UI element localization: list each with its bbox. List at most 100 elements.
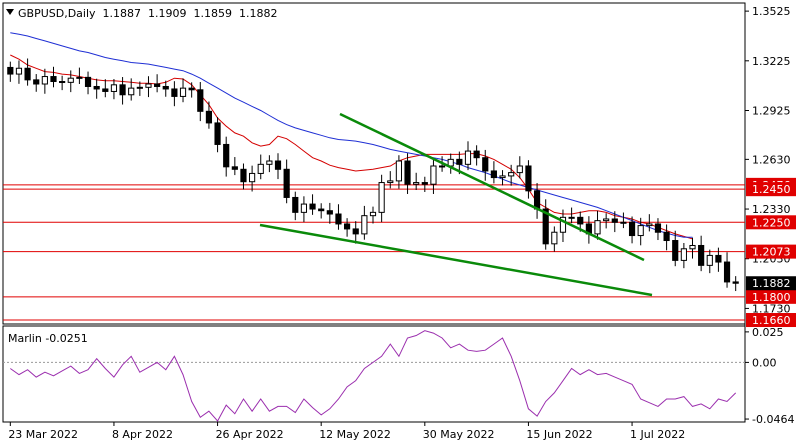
candle-body — [568, 216, 575, 219]
time-axis-layer: 23 Mar 2022 8 Apr 2022 26 Apr 2022 12 May 2… — [8, 422, 685, 441]
candle-body — [240, 168, 247, 183]
candle — [551, 226, 558, 252]
time-tick-label: 26 Apr 2022 — [216, 428, 284, 441]
candle — [723, 252, 731, 288]
candle — [257, 154, 264, 180]
candle-body — [257, 163, 264, 174]
indicator-tick-label: 0.025 — [752, 326, 784, 339]
candle — [568, 207, 575, 224]
candle-body — [119, 84, 126, 96]
price-tick-label: 1.1730 — [752, 302, 791, 315]
time-tick-label: 30 May 2022 — [423, 428, 495, 441]
candle-body — [67, 77, 74, 83]
candle-body — [516, 165, 523, 174]
candle — [300, 196, 308, 223]
candle — [292, 191, 299, 221]
level-label: 1.2073 — [752, 246, 791, 259]
moving-average-line — [10, 54, 693, 240]
candle — [266, 155, 273, 173]
candle-body — [162, 85, 169, 90]
candle-body — [335, 213, 342, 225]
candle — [335, 204, 342, 230]
candle — [646, 214, 653, 232]
level-label: 1.1660 — [752, 314, 791, 327]
candle — [318, 203, 325, 219]
candle — [663, 224, 670, 251]
price-tick-label: 1.2330 — [752, 203, 791, 216]
level-label: 1.1800 — [752, 291, 791, 304]
candle-body — [15, 67, 23, 75]
candle-body — [603, 218, 610, 222]
level-label-box — [746, 215, 796, 230]
level-label-box — [746, 313, 796, 328]
candle-body — [387, 180, 394, 184]
candle-body — [344, 223, 351, 230]
candle — [413, 172, 420, 191]
candle-body — [214, 122, 221, 145]
candle — [119, 77, 126, 105]
dropdown-triangle-icon[interactable] — [6, 9, 14, 15]
candle-body — [145, 83, 152, 88]
candle — [128, 78, 135, 101]
candle-body — [318, 208, 325, 212]
level-label-box — [746, 289, 796, 304]
candle — [490, 161, 497, 184]
channel-lines-layer — [259, 112, 653, 297]
candle-body — [413, 182, 420, 185]
candle-body — [136, 86, 143, 89]
candle-body — [551, 231, 558, 245]
candle-body — [482, 157, 489, 172]
candle — [654, 218, 662, 241]
candle — [249, 165, 256, 192]
candle-body — [309, 203, 316, 210]
candle-body — [93, 85, 100, 90]
candle-body — [508, 172, 515, 177]
candle-body — [533, 190, 541, 210]
candle — [33, 74, 40, 92]
candle — [421, 176, 428, 192]
candle — [361, 205, 368, 240]
lower-channel-line — [259, 223, 653, 297]
candle-body — [352, 228, 359, 235]
time-tick-label: 8 Apr 2022 — [112, 428, 173, 441]
candle — [240, 163, 247, 190]
candle-body — [110, 84, 118, 92]
price-tick-label: 1.3525 — [752, 5, 791, 18]
candle — [67, 70, 74, 93]
candle-body — [369, 211, 377, 217]
time-tick-label: 23 Mar 2022 — [8, 428, 78, 441]
current-price-label: 1.1882 — [752, 277, 791, 290]
candle — [464, 141, 472, 171]
candle — [672, 230, 679, 267]
candle-body — [464, 150, 472, 165]
candle-body — [300, 203, 308, 213]
candle — [473, 145, 480, 166]
candle — [93, 78, 100, 99]
candle-body — [559, 216, 567, 233]
candle-body — [24, 67, 31, 81]
candle-body — [76, 76, 83, 79]
candle — [344, 218, 351, 237]
level-label-box — [746, 244, 796, 259]
candle — [84, 71, 92, 95]
level-label: 1.2450 — [752, 183, 791, 196]
time-tick-label: 12 May 2022 — [319, 428, 391, 441]
moving-average-line — [10, 32, 693, 238]
candle-body — [663, 231, 670, 242]
indicator-plot-frame — [2, 325, 746, 423]
candle-body — [646, 223, 653, 227]
candle — [15, 60, 23, 84]
candle — [404, 153, 411, 194]
candle-body — [525, 165, 532, 192]
candle-body — [33, 79, 40, 85]
candle — [214, 117, 221, 153]
candle-body — [689, 244, 696, 250]
candle-body — [188, 87, 195, 91]
candle-body — [249, 172, 256, 183]
candle-body — [628, 221, 636, 237]
candle-body — [223, 143, 230, 168]
time-tick-label: 1 Jul 2022 — [630, 428, 685, 441]
candle — [197, 82, 204, 122]
candle-body — [205, 110, 213, 124]
candle — [732, 276, 739, 292]
